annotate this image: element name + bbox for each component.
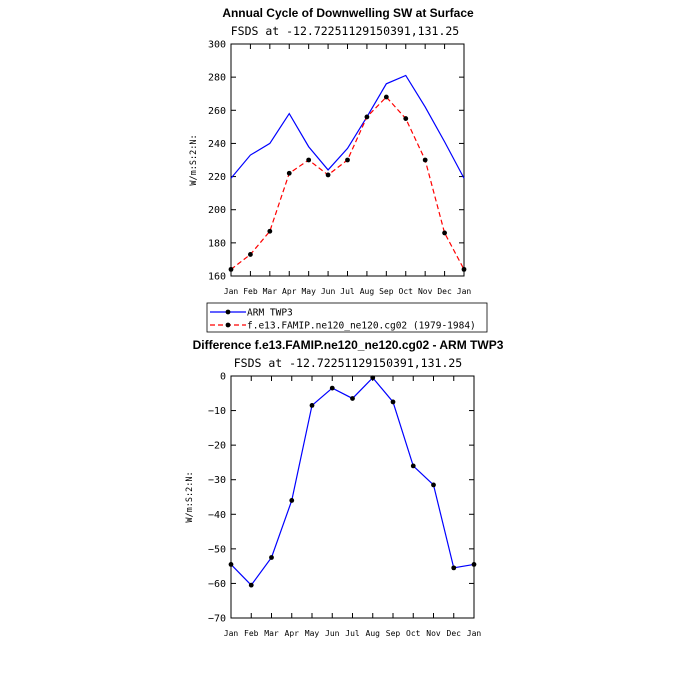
series-line-1: [230, 96, 465, 270]
data-point: [471, 562, 477, 567]
x-tick-label: Oct: [406, 629, 421, 638]
x-tick-label: Feb: [244, 629, 259, 638]
plot-frame: [230, 375, 475, 619]
legend-label-arm: ARM TWP3: [247, 308, 293, 319]
x-tick-label: Jun: [325, 629, 340, 638]
difference-chart: Difference f.e13.FAMIP.ne120_ne120.cg02 …: [185, 338, 504, 638]
series-line-0: [230, 376, 475, 587]
x-tick-label: Jan: [457, 287, 472, 296]
data-point: [228, 562, 234, 567]
data-point: [451, 565, 457, 571]
data-point: [286, 170, 292, 176]
x-tick-label: Jan: [467, 629, 482, 638]
y-tick-label: 220: [208, 172, 226, 183]
chart-subtitle: FSDS at -12.72251129150391,131.25: [234, 356, 462, 370]
y-tick-label: −50: [208, 544, 226, 555]
y-tick-label: −10: [208, 406, 226, 417]
x-tick-label: Feb: [243, 287, 258, 296]
y-axis-label: W/m:S:2:N:: [185, 471, 195, 522]
legend: ARM TWP3 f.e13.FAMIP.ne120_ne120.cg02 (1…: [206, 302, 488, 333]
data-point: [329, 385, 335, 391]
x-tick-label: Jan: [224, 287, 239, 296]
x-tick-label: Nov: [418, 287, 433, 296]
y-tick-label: 200: [208, 205, 226, 216]
data-point: [306, 157, 312, 163]
x-tick-label: Mar: [264, 629, 279, 638]
data-point: [345, 157, 350, 163]
legend-marker-model: [225, 322, 231, 328]
chart-title: Difference f.e13.FAMIP.ne120_ne120.cg02 …: [193, 338, 504, 352]
legend-label-model: f.e13.FAMIP.ne120_ne120.cg02 (1979-1984): [247, 321, 476, 332]
data-point: [403, 116, 409, 121]
x-tick-label: Jul: [345, 629, 360, 638]
x-tick-label: Aug: [366, 629, 381, 638]
x-tick-label: Jan: [224, 629, 239, 638]
data-point: [461, 266, 467, 272]
y-tick-label: 0: [220, 372, 226, 383]
legend-frame: [206, 302, 488, 333]
x-tick-label: Mar: [263, 287, 278, 296]
annual-cycle-chart: Annual Cycle of Downwelling SW at Surfac…: [189, 6, 474, 296]
data-point: [309, 402, 315, 408]
data-point: [383, 94, 389, 100]
x-tick-label: May: [305, 629, 320, 638]
x-tick-label: Oct: [399, 287, 414, 296]
data-point: [370, 375, 376, 381]
y-tick-label: 160: [208, 272, 226, 283]
data-point: [431, 482, 436, 488]
chart-subtitle: FSDS at -12.72251129150391,131.25: [231, 24, 459, 38]
x-tick-label: Jul: [340, 287, 355, 296]
data-point: [248, 582, 254, 588]
y-tick-label: 300: [208, 40, 226, 51]
y-tick-label: −70: [208, 614, 226, 625]
y-tick-label: −20: [208, 441, 226, 452]
x-tick-label: Sep: [386, 629, 401, 638]
chart-title: Annual Cycle of Downwelling SW at Surfac…: [222, 6, 474, 20]
y-tick-label: 260: [208, 106, 226, 117]
y-axis-label: W/m:S:2:N:: [189, 134, 199, 185]
data-point: [364, 114, 370, 120]
data-point: [248, 252, 253, 257]
data-point: [390, 399, 396, 405]
x-tick-label: Dec: [437, 287, 452, 296]
data-point: [267, 228, 273, 234]
data-point: [325, 172, 331, 178]
data-point: [422, 157, 428, 163]
data-point: [269, 555, 274, 560]
series-line-0: [230, 74, 465, 179]
x-tick-label: Aug: [360, 287, 375, 296]
y-tick-label: −60: [208, 579, 226, 590]
x-tick-label: Sep: [379, 287, 394, 296]
x-tick-label: May: [301, 287, 316, 296]
x-tick-label: Apr: [282, 287, 297, 296]
data-point: [228, 266, 234, 272]
y-tick-label: 280: [208, 73, 226, 84]
x-tick-label: Apr: [285, 629, 300, 638]
y-tick-label: −40: [208, 510, 226, 521]
x-tick-label: Nov: [426, 629, 441, 638]
data-point: [442, 230, 447, 236]
y-tick-label: 240: [208, 139, 226, 150]
legend-marker-arm: [225, 309, 231, 315]
data-point: [350, 396, 355, 401]
x-tick-label: Dec: [447, 629, 462, 638]
y-tick-label: −30: [208, 475, 226, 486]
data-point: [289, 498, 295, 503]
data-point: [410, 463, 416, 469]
y-tick-label: 180: [208, 238, 226, 249]
x-tick-label: Jun: [321, 287, 336, 296]
